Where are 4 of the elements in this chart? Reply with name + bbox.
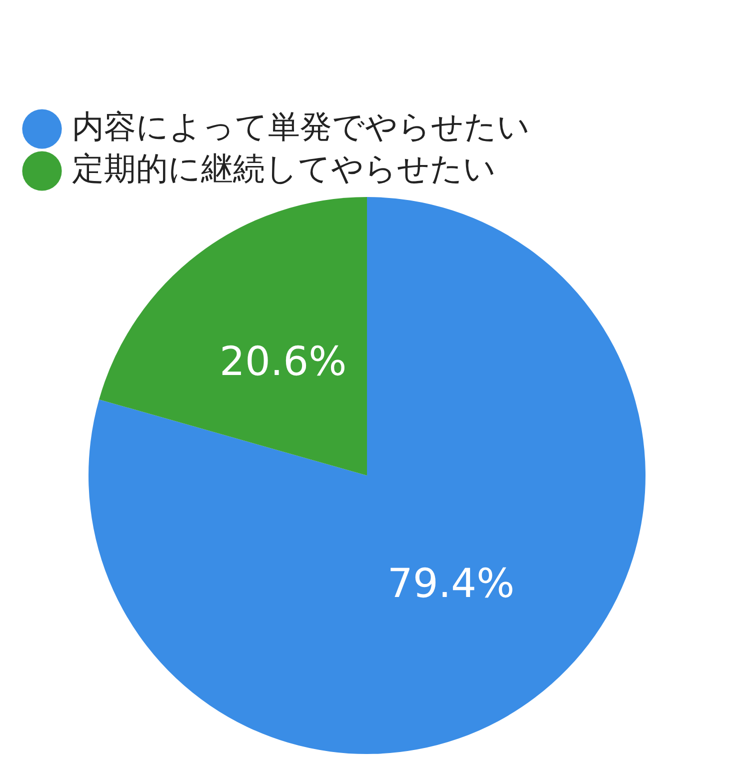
data-label: 20.6% [220,338,347,385]
legend-label: 内容によって単発でやらせたい [72,107,530,146]
legend-label: 定期的に継続してやらせたい [72,149,496,188]
data-label: 79.4% [387,560,514,607]
